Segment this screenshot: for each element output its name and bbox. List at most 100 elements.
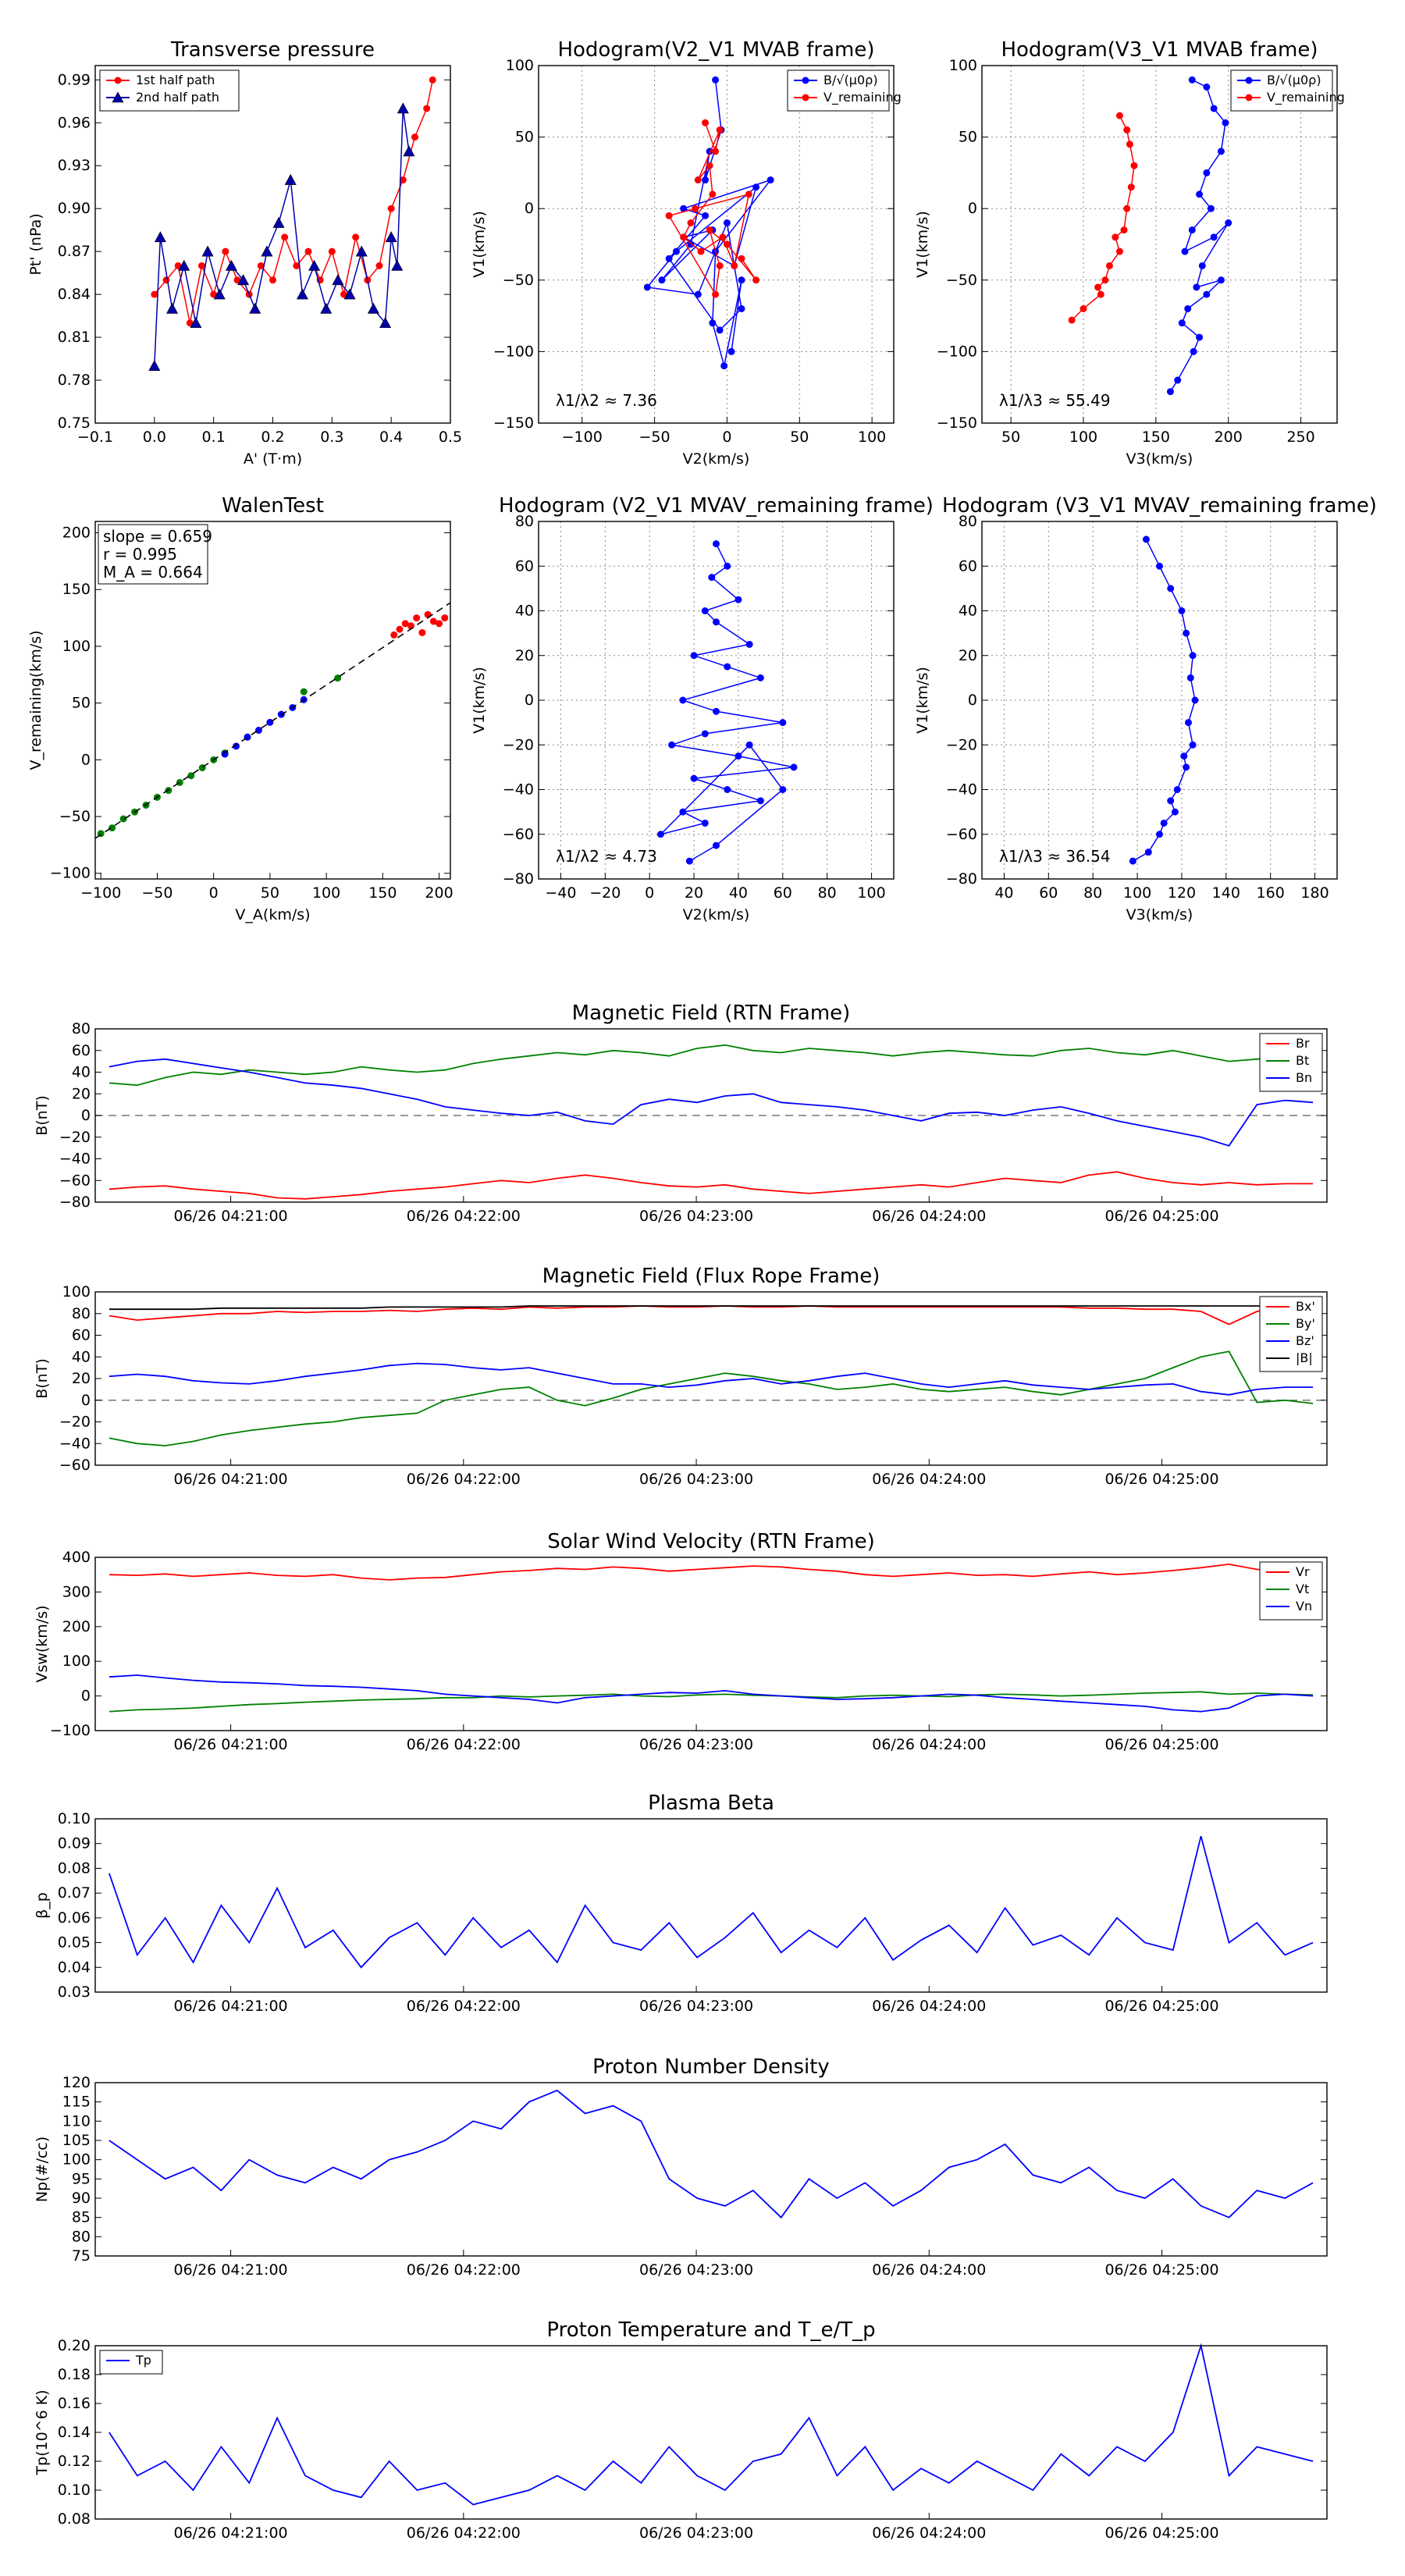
y-tick-label: 0.99 xyxy=(58,71,91,88)
data-point xyxy=(1184,304,1192,312)
x-axis-label: V2(km/s) xyxy=(683,906,750,923)
x-tick-label: 250 xyxy=(1286,429,1314,446)
data-point xyxy=(702,212,710,219)
y-axis-label: Pt' (nPa) xyxy=(27,213,44,275)
plot-frame xyxy=(94,521,451,880)
data-point xyxy=(694,290,702,298)
x-tick-label: 06/26 04:24:00 xyxy=(872,2261,986,2279)
data-point xyxy=(176,778,183,786)
y-axis-label: V_remaining(km/s) xyxy=(27,630,44,770)
x-tick-label: 200 xyxy=(425,884,453,902)
y-tick-label: −150 xyxy=(493,415,534,432)
x-tick-label: 160 xyxy=(1257,884,1285,902)
data-point xyxy=(679,808,687,816)
data-point xyxy=(745,640,753,648)
data-point xyxy=(756,797,764,805)
chart-title: Proton Number Density xyxy=(592,2055,830,2079)
data-point xyxy=(687,219,695,227)
y-tick-label: 80 xyxy=(72,1020,91,1037)
y-tick-label: 40 xyxy=(72,1348,91,1365)
x-tick-label: 06/26 04:23:00 xyxy=(639,1998,753,2015)
legend-marker xyxy=(114,76,122,84)
y-tick-label: 20 xyxy=(72,1085,91,1102)
data-point xyxy=(1094,283,1102,291)
y-tick-label: 80 xyxy=(959,513,977,530)
legend-frame xyxy=(99,69,240,112)
data-point xyxy=(198,262,205,269)
data-point xyxy=(701,819,709,827)
data-point xyxy=(296,288,308,300)
data-point xyxy=(702,119,710,126)
y-tick-label: 0.20 xyxy=(58,2337,91,2354)
data-point xyxy=(1101,276,1109,284)
data-point xyxy=(403,145,415,157)
data-point xyxy=(343,288,356,300)
y-axis-label: V1(km/s) xyxy=(914,667,931,734)
x-tick-label: 20 xyxy=(685,884,703,902)
y-tick-label: 0 xyxy=(968,692,977,709)
stats-box xyxy=(98,524,208,585)
series-line-Br xyxy=(108,1171,1314,1200)
y-tick-label: 0.87 xyxy=(58,243,91,260)
y-tick-label: 0.07 xyxy=(58,1884,91,1902)
series-line-Bt xyxy=(108,1044,1314,1087)
data-point xyxy=(697,247,705,255)
data-point xyxy=(1130,162,1138,169)
x-tick-label: 0 xyxy=(209,884,219,902)
y-tick-label: −60 xyxy=(59,1172,91,1189)
data-point xyxy=(672,247,680,255)
x-tick-label: −20 xyxy=(589,884,621,902)
data-point xyxy=(1203,169,1211,176)
y-tick-label: 0.04 xyxy=(58,1959,91,1976)
series-line-density xyxy=(108,2089,1314,2219)
y-tick-label: 120 xyxy=(62,2074,91,2091)
series-line-B/√(μ0ρ) xyxy=(646,80,773,366)
legend-label: B/√(μ0ρ) xyxy=(1267,73,1321,87)
legend-label: Bz' xyxy=(1296,1333,1314,1348)
data-point xyxy=(119,815,127,823)
data-point xyxy=(1217,276,1225,284)
x-tick-label: 06/26 04:25:00 xyxy=(1104,1208,1218,1225)
y-tick-label: 0.16 xyxy=(58,2395,91,2412)
data-point xyxy=(1189,741,1197,749)
data-point xyxy=(266,718,274,726)
y-tick-label: −100 xyxy=(50,1722,91,1739)
y-tick-label: −150 xyxy=(937,415,977,432)
y-tick-label: 80 xyxy=(72,2228,91,2245)
y-tick-label: 100 xyxy=(506,57,534,74)
data-point xyxy=(237,274,250,286)
data-point xyxy=(679,696,687,704)
y-tick-label: 115 xyxy=(62,2094,91,2111)
data-point xyxy=(1129,857,1136,865)
data-point xyxy=(213,288,226,300)
x-tick-label: 100 xyxy=(857,884,885,902)
legend-frame xyxy=(99,2350,163,2375)
y-tick-label: 0 xyxy=(81,751,91,768)
data-point xyxy=(1184,719,1192,727)
y-tick-label: 400 xyxy=(62,1549,91,1566)
data-point xyxy=(1174,376,1182,384)
x-tick-label: 06/26 04:21:00 xyxy=(174,1998,288,2015)
x-tick-label: 180 xyxy=(1300,884,1329,902)
x-axis-label: A' (T·m) xyxy=(244,450,302,468)
data-point xyxy=(665,254,673,262)
x-tick-label: −50 xyxy=(639,429,670,446)
y-tick-label: 0 xyxy=(525,692,534,709)
y-tick-label: 0.10 xyxy=(58,2482,91,2499)
data-point xyxy=(387,205,395,212)
x-axis-label: V3(km/s) xyxy=(1126,906,1193,923)
y-tick-label: 0.84 xyxy=(58,286,91,303)
plot-frame xyxy=(94,1818,1328,1993)
data-point xyxy=(1144,849,1152,856)
legend-frame xyxy=(787,69,890,112)
chart-title: Transverse pressure xyxy=(170,38,375,62)
data-point xyxy=(702,176,710,184)
data-point xyxy=(1173,786,1181,793)
legend-label: B/√(μ0ρ) xyxy=(823,73,878,87)
x-tick-label: −100 xyxy=(562,429,603,446)
data-point xyxy=(685,857,693,865)
data-point xyxy=(719,233,727,241)
x-tick-label: 0 xyxy=(645,884,654,902)
x-tick-label: 06/26 04:21:00 xyxy=(174,1471,288,1488)
